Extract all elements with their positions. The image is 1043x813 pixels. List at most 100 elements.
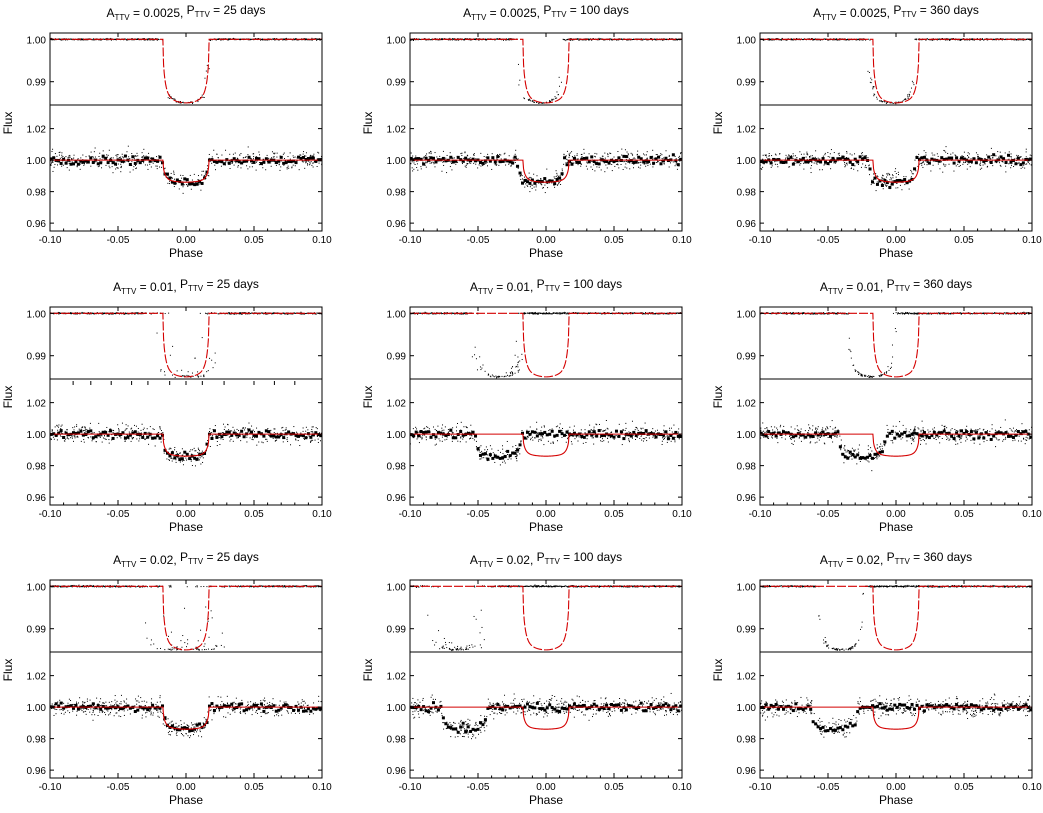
data-point xyxy=(297,440,299,442)
data-point xyxy=(632,39,634,41)
data-point xyxy=(806,151,808,153)
data-point xyxy=(932,154,934,156)
data-point xyxy=(989,158,991,160)
data-point xyxy=(79,168,81,170)
data-point xyxy=(653,158,655,160)
data-point xyxy=(465,164,467,166)
data-point xyxy=(446,154,448,156)
data-point xyxy=(630,39,632,41)
data-point xyxy=(102,313,104,315)
data-point xyxy=(433,161,435,163)
data-point xyxy=(540,102,542,104)
data-point xyxy=(212,367,214,369)
data-point xyxy=(173,170,175,172)
data-point xyxy=(452,157,454,159)
data-point xyxy=(1020,167,1022,169)
data-point xyxy=(565,162,567,164)
model-curve-top xyxy=(50,312,322,378)
binned-point xyxy=(148,159,152,163)
data-point xyxy=(540,183,542,185)
data-point xyxy=(879,100,881,102)
data-point xyxy=(174,98,176,100)
data-point xyxy=(911,87,913,89)
data-point xyxy=(179,452,181,454)
binned-point xyxy=(779,160,783,164)
data-point xyxy=(599,38,602,40)
data-point xyxy=(170,448,172,450)
data-point xyxy=(1019,156,1021,158)
data-point xyxy=(131,161,133,163)
data-point xyxy=(424,156,426,158)
data-point xyxy=(229,313,232,315)
data-point xyxy=(441,38,443,40)
data-point xyxy=(66,167,68,169)
title-a-sub: TTV xyxy=(115,13,131,22)
data-point xyxy=(875,190,877,192)
data-point xyxy=(594,170,596,172)
binned-point xyxy=(969,159,973,163)
data-point xyxy=(249,437,251,439)
binned-point xyxy=(59,161,63,165)
binned-point xyxy=(481,161,485,165)
top-ytick-label: 0.99 xyxy=(737,78,757,89)
binned-point xyxy=(622,154,626,158)
data-point xyxy=(1004,39,1006,41)
binned-point xyxy=(237,433,241,437)
data-point xyxy=(214,164,216,166)
data-point xyxy=(569,39,571,41)
panel-1: ATTV = 0.0025, PTTV = 25 days1.000.991.0… xyxy=(1,3,332,260)
binned-point xyxy=(960,156,964,160)
data-point xyxy=(963,156,965,158)
data-point xyxy=(274,428,276,430)
data-point xyxy=(76,313,78,315)
data-point xyxy=(893,102,895,104)
data-point xyxy=(153,429,155,431)
binned-point xyxy=(1007,153,1011,157)
data-point xyxy=(284,157,286,159)
data-point xyxy=(237,158,239,160)
data-point xyxy=(154,445,156,447)
data-point xyxy=(822,155,824,157)
data-point xyxy=(306,312,308,314)
binned-point xyxy=(801,156,805,160)
data-point xyxy=(810,165,812,167)
data-point xyxy=(1030,164,1032,166)
data-point xyxy=(890,178,892,180)
data-point xyxy=(278,164,280,166)
binned-point xyxy=(888,185,892,189)
data-point xyxy=(127,425,129,427)
data-point xyxy=(182,175,184,177)
data-point xyxy=(508,38,510,40)
data-point xyxy=(178,188,180,190)
data-point xyxy=(865,155,867,157)
data-point xyxy=(562,38,564,40)
data-point xyxy=(657,161,659,163)
data-point xyxy=(276,439,278,441)
data-point xyxy=(1029,39,1031,41)
data-point xyxy=(60,425,62,427)
data-point xyxy=(618,161,620,163)
data-point xyxy=(631,162,633,164)
data-point xyxy=(854,153,856,155)
data-point xyxy=(895,173,897,175)
data-point xyxy=(299,445,301,447)
data-point xyxy=(821,169,823,171)
binned-point xyxy=(240,429,244,433)
data-point xyxy=(614,165,616,167)
data-point xyxy=(201,450,203,452)
data-point xyxy=(982,164,984,166)
data-point xyxy=(135,425,137,427)
binned-point xyxy=(590,155,594,159)
data-point xyxy=(561,168,563,170)
data-point xyxy=(1026,163,1028,165)
data-point xyxy=(652,157,654,159)
data-point xyxy=(631,153,633,155)
data-point xyxy=(560,81,562,83)
binned-point xyxy=(528,181,532,185)
data-point xyxy=(583,148,585,150)
data-point xyxy=(186,459,188,461)
data-point xyxy=(554,186,556,188)
data-point xyxy=(313,312,315,314)
binned-point xyxy=(220,435,224,439)
